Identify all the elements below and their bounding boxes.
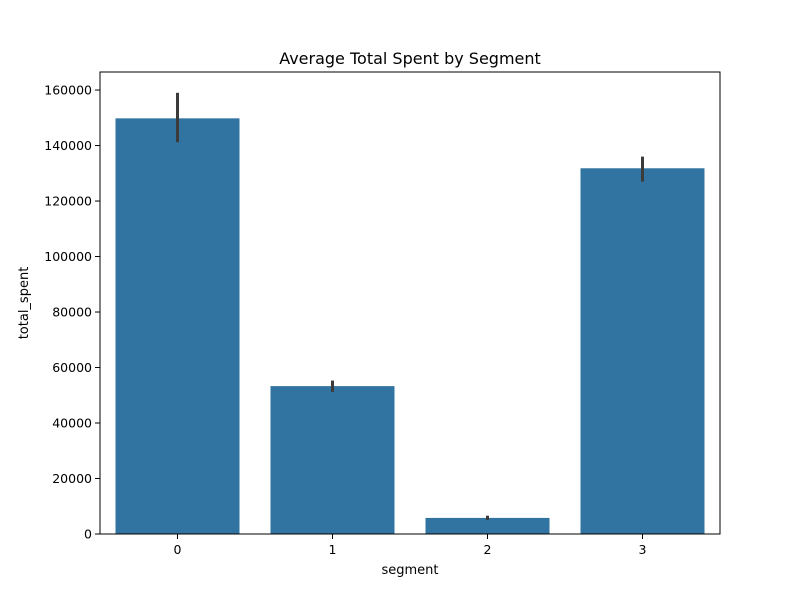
x-tick-label: 0 [174,542,182,557]
y-tick-label: 20000 [52,471,92,486]
y-tick-label: 60000 [52,360,92,375]
x-tick-label: 2 [484,542,492,557]
x-tick-label: 1 [329,542,337,557]
y-tick-label: 160000 [44,83,92,98]
chart-title: Average Total Spent by Segment [279,49,541,68]
bar-segment-2 [425,517,550,534]
x-axis-label: segment [381,563,438,578]
x-tick-label: 3 [639,542,647,557]
y-tick-label: 100000 [44,249,92,264]
plot-area: 0 1 2 3 0 20000 40000 60000 80000 100000 120000 140… [44,83,705,557]
y-axis-label: total_spent [17,267,32,340]
bar-segment-3 [580,168,705,534]
plot-frame [99,71,721,535]
y-tick-label: 40000 [52,416,92,431]
bar-segment-1 [270,386,395,534]
y-tick-label: 120000 [44,194,92,209]
y-tick-label: 140000 [44,138,92,153]
y-tick-label: 80000 [52,305,92,320]
bar-segment-0 [115,118,240,534]
y-tick-label: 0 [84,527,92,542]
